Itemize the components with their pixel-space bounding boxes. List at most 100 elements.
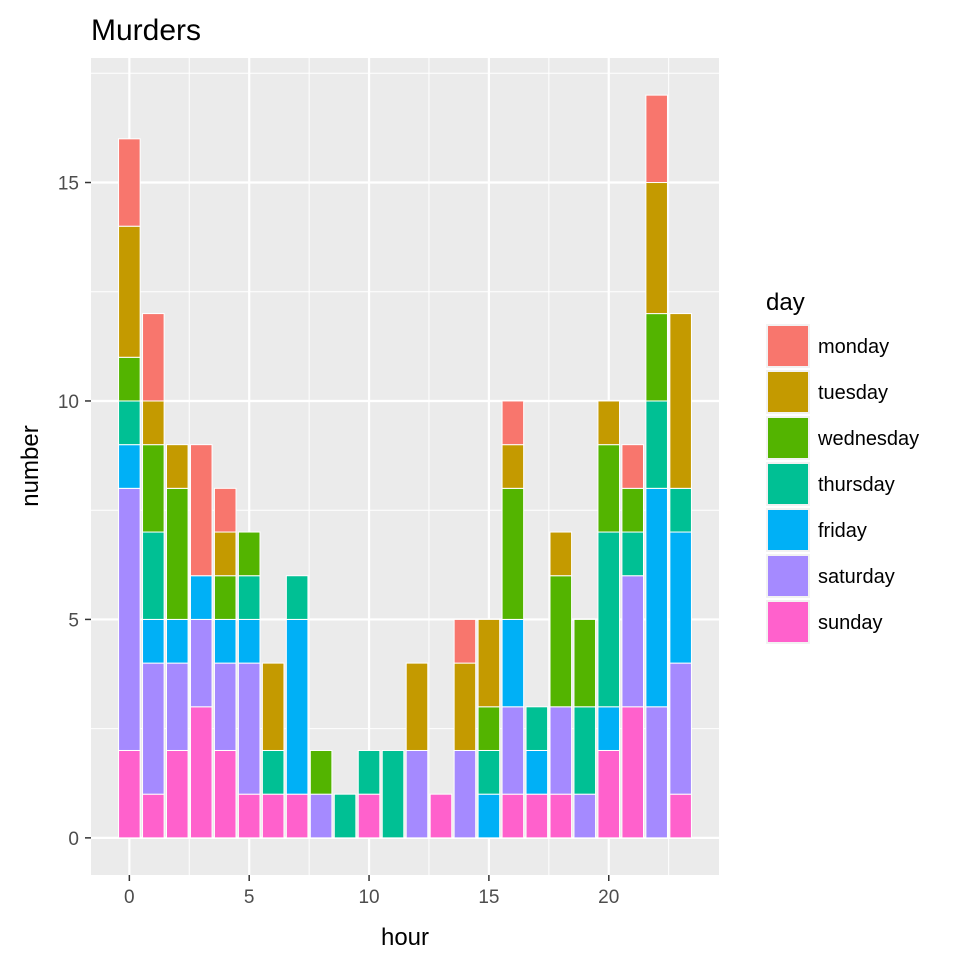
bar-segment-thursday xyxy=(621,531,644,577)
bar-segment-saturday xyxy=(549,706,573,795)
bar-segment-tuesday xyxy=(477,618,501,708)
bar-segment-sunday xyxy=(189,706,213,839)
bar-segment-wednesday xyxy=(237,531,261,577)
x-tick-label: 15 xyxy=(478,887,499,908)
bar-segment-tuesday xyxy=(405,662,429,751)
bar-segment-tuesday xyxy=(453,662,477,751)
bar-segment-wednesday xyxy=(166,487,189,620)
bar-segment-thursday xyxy=(237,575,261,620)
bar-segment-friday xyxy=(142,618,165,664)
bar-segment-sunday xyxy=(213,749,237,839)
bar-segment-wednesday xyxy=(213,575,237,620)
bar-segment-saturday xyxy=(621,575,644,708)
y-axis-title: number xyxy=(17,425,44,506)
bar-segment-friday xyxy=(477,793,501,839)
bar-segment-monday xyxy=(501,400,525,446)
bar-segment-sunday xyxy=(501,793,525,839)
bar-segment-friday xyxy=(166,618,189,664)
bar-segment-monday xyxy=(142,313,165,402)
y-tick-label: 0 xyxy=(68,829,79,850)
bar-segment-thursday xyxy=(333,793,357,839)
bar-segment-saturday xyxy=(453,749,477,839)
bar-segment-thursday xyxy=(357,749,381,795)
y-axis: 0 5 10 15 xyxy=(58,174,91,850)
bar-segment-thursday xyxy=(645,400,668,489)
bars xyxy=(118,94,692,839)
legend-label-monday: monday xyxy=(818,336,889,358)
bar-segment-saturday xyxy=(142,662,165,795)
x-tick-label: 20 xyxy=(598,887,619,908)
bar-segment-tuesday xyxy=(597,400,621,446)
bar-segment-tuesday xyxy=(142,400,165,446)
legend-swatch-wednesday xyxy=(768,418,808,458)
grid-minor xyxy=(91,58,719,875)
bar-segment-sunday xyxy=(597,749,621,839)
bar-segment-thursday xyxy=(381,749,405,839)
bar-segment-wednesday xyxy=(597,444,621,533)
bar-segment-saturday xyxy=(166,662,189,751)
bar-segment-wednesday xyxy=(573,618,597,708)
bar-segment-monday xyxy=(213,487,237,533)
chart-title: Murders xyxy=(91,14,201,47)
bar-segment-wednesday xyxy=(142,444,165,533)
bar-segment-friday xyxy=(669,531,692,664)
bar-segment-sunday xyxy=(621,706,644,839)
bar-segment-thursday xyxy=(118,400,141,446)
bar-segment-sunday xyxy=(429,793,453,839)
bar-segment-wednesday xyxy=(118,356,141,402)
legend-label-sunday: sunday xyxy=(818,612,883,634)
bar-segment-friday xyxy=(597,706,621,751)
y-tick-label: 15 xyxy=(58,174,79,195)
bar-segment-sunday xyxy=(166,749,189,839)
bar-segment-monday xyxy=(453,618,477,664)
bar-segment-friday xyxy=(525,749,549,795)
bar-segment-friday xyxy=(118,444,141,489)
x-tick-label: 10 xyxy=(358,887,379,908)
bar-segment-saturday xyxy=(405,749,429,839)
legend-swatch-friday xyxy=(768,510,808,550)
bar-segment-friday xyxy=(237,618,261,664)
bar-segment-friday xyxy=(645,487,668,708)
bar-segment-saturday xyxy=(189,618,213,708)
legend-label-thursday: thursday xyxy=(818,474,895,496)
bar-segment-thursday xyxy=(597,531,621,708)
bar-segment-thursday xyxy=(525,706,549,751)
bar-segment-thursday xyxy=(142,531,165,620)
bar-segment-wednesday xyxy=(621,487,644,533)
bar-segment-tuesday xyxy=(645,182,668,315)
bar-segment-wednesday xyxy=(549,575,573,708)
bar-segment-thursday xyxy=(477,749,501,795)
bar-segment-friday xyxy=(285,618,309,795)
bar-segment-sunday xyxy=(525,793,549,839)
bar-segment-tuesday xyxy=(669,313,692,489)
bar-segment-wednesday xyxy=(501,487,525,620)
x-axis: 0 5 10 15 20 xyxy=(124,875,619,908)
bar-segment-monday xyxy=(621,444,644,489)
x-axis-title: hour xyxy=(381,924,429,951)
bar-segment-tuesday xyxy=(549,531,573,577)
x-tick-label: 0 xyxy=(124,887,135,908)
legend-label-wednesday: wednesday xyxy=(817,428,919,450)
bar-segment-thursday xyxy=(285,575,309,620)
legend-swatch-thursday xyxy=(768,464,808,504)
legend-label-tuesday: tuesday xyxy=(818,382,888,404)
legend-label-friday: friday xyxy=(818,520,867,542)
bar-segment-sunday xyxy=(669,793,692,839)
bar-segment-saturday xyxy=(237,662,261,795)
bar-segment-tuesday xyxy=(501,444,525,489)
bar-segment-saturday xyxy=(213,662,237,751)
bar-segment-wednesday xyxy=(477,706,501,751)
bar-segment-thursday xyxy=(573,706,597,795)
bar-segment-monday xyxy=(189,444,213,577)
legend-swatch-sunday xyxy=(768,602,808,642)
bar-segment-tuesday xyxy=(261,662,285,751)
legend-swatch-monday xyxy=(768,326,808,366)
bar-segment-wednesday xyxy=(645,313,668,402)
bar-segment-sunday xyxy=(357,793,381,839)
bar-segment-sunday xyxy=(549,793,573,839)
bar-segment-monday xyxy=(645,94,668,184)
legend-label-saturday: saturday xyxy=(818,566,895,588)
legend-swatch-tuesday xyxy=(768,372,808,412)
legend-title: day xyxy=(766,289,805,316)
